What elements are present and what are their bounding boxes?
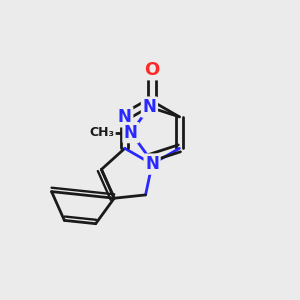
Text: N: N <box>118 108 132 126</box>
Text: N: N <box>142 98 156 116</box>
Text: CH₃: CH₃ <box>89 126 114 139</box>
Text: N: N <box>145 155 159 173</box>
Text: N: N <box>124 124 138 142</box>
Text: O: O <box>145 61 160 79</box>
